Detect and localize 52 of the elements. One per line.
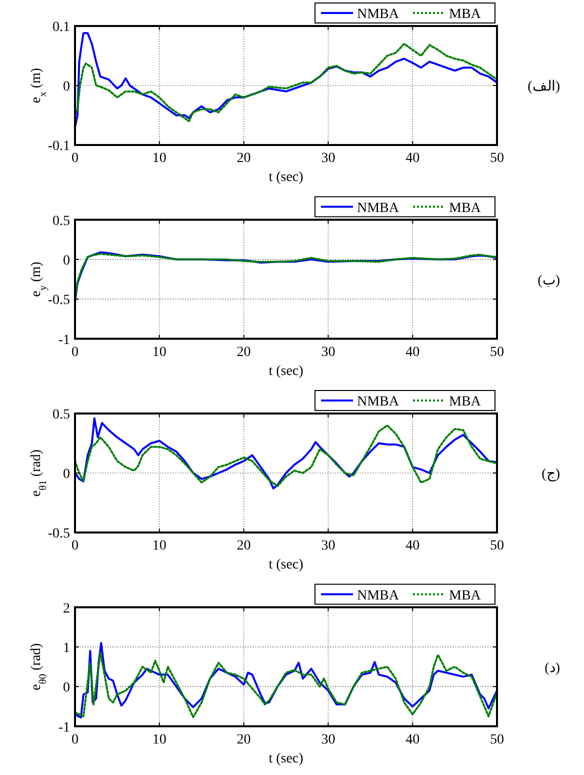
legend-label: NMBA [357, 394, 400, 410]
y-tick-label: -1 [58, 332, 70, 348]
text: (د) [544, 660, 560, 676]
y-tick-label: -0.5 [48, 526, 70, 542]
y-tick-label: -0.1 [48, 139, 70, 154]
x-tick-label: 40 [406, 344, 420, 360]
x-tick-label: 30 [321, 538, 336, 554]
legend-label: NMBA [357, 7, 400, 22]
x-tick-label: 10 [152, 344, 166, 360]
x-tick-label: 20 [236, 732, 251, 748]
x-tick-label: 40 [406, 151, 420, 166]
y-tick-label: -0.5 [48, 293, 70, 308]
y-tick-label: 2 [63, 601, 70, 616]
y-tick-label: -1 [58, 720, 70, 736]
x-tick-label: 50 [490, 732, 504, 748]
y-tick-label: 0.5 [52, 408, 70, 422]
x-tick-label: 30 [321, 732, 336, 748]
x-tick-label: 50 [490, 344, 504, 360]
x-tick-label: 40 [406, 732, 420, 748]
legend-label: NMBA [357, 588, 400, 604]
x-tick-label: 10 [152, 732, 166, 748]
text: (ب) [538, 273, 560, 288]
x-tick-label: 20 [236, 538, 251, 554]
legend-label: MBA [449, 7, 482, 22]
x-tick-label: 10 [152, 538, 166, 554]
y-tick-label: 1 [63, 640, 70, 656]
x-axis-title: t (sec) [268, 170, 304, 185]
x-tick-label: 30 [321, 151, 336, 166]
y-tick-label: 0.1 [52, 20, 70, 35]
x-tick-label: 50 [490, 151, 504, 166]
x-tick-label: 20 [236, 344, 251, 360]
legend-label: MBA [449, 200, 482, 216]
text: (ج) [542, 467, 560, 482]
legend-label: MBA [449, 394, 482, 410]
x-tick-label: 10 [152, 151, 166, 166]
y-tick-label: 0 [63, 680, 70, 696]
legend-label: MBA [449, 588, 482, 604]
legend-label: NMBA [357, 200, 400, 216]
x-tick-label: 50 [490, 538, 504, 554]
x-axis-title: t (sec) [268, 558, 304, 572]
x-tick-label: 40 [406, 538, 420, 554]
y-tick-label: 0 [63, 253, 70, 268]
y-tick-label: 0 [63, 80, 70, 94]
y-tick-label: 0 [63, 467, 70, 482]
x-tick-label: 20 [236, 151, 251, 166]
line-series [74, 32, 498, 128]
y-tick-label: 0.5 [52, 214, 70, 229]
line-series [74, 42, 498, 122]
text: (الف) [528, 80, 560, 94]
x-axis-title: t (sec) [268, 364, 304, 379]
x-axis-title: t (sec) [268, 751, 304, 766]
x-tick-label: 30 [321, 344, 336, 360]
